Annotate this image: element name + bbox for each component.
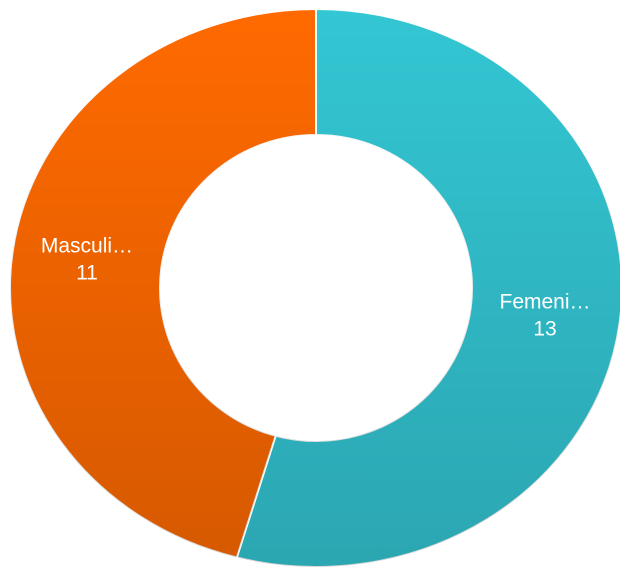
labels: Femeni… 13 Masculi… 11	[41, 234, 591, 340]
slice-label: Femeni…	[500, 291, 591, 314]
slice-value: 13	[533, 318, 556, 341]
slices	[9, 7, 620, 568]
slice-value: 11	[76, 261, 98, 284]
slice-label: Masculi…	[41, 234, 133, 257]
